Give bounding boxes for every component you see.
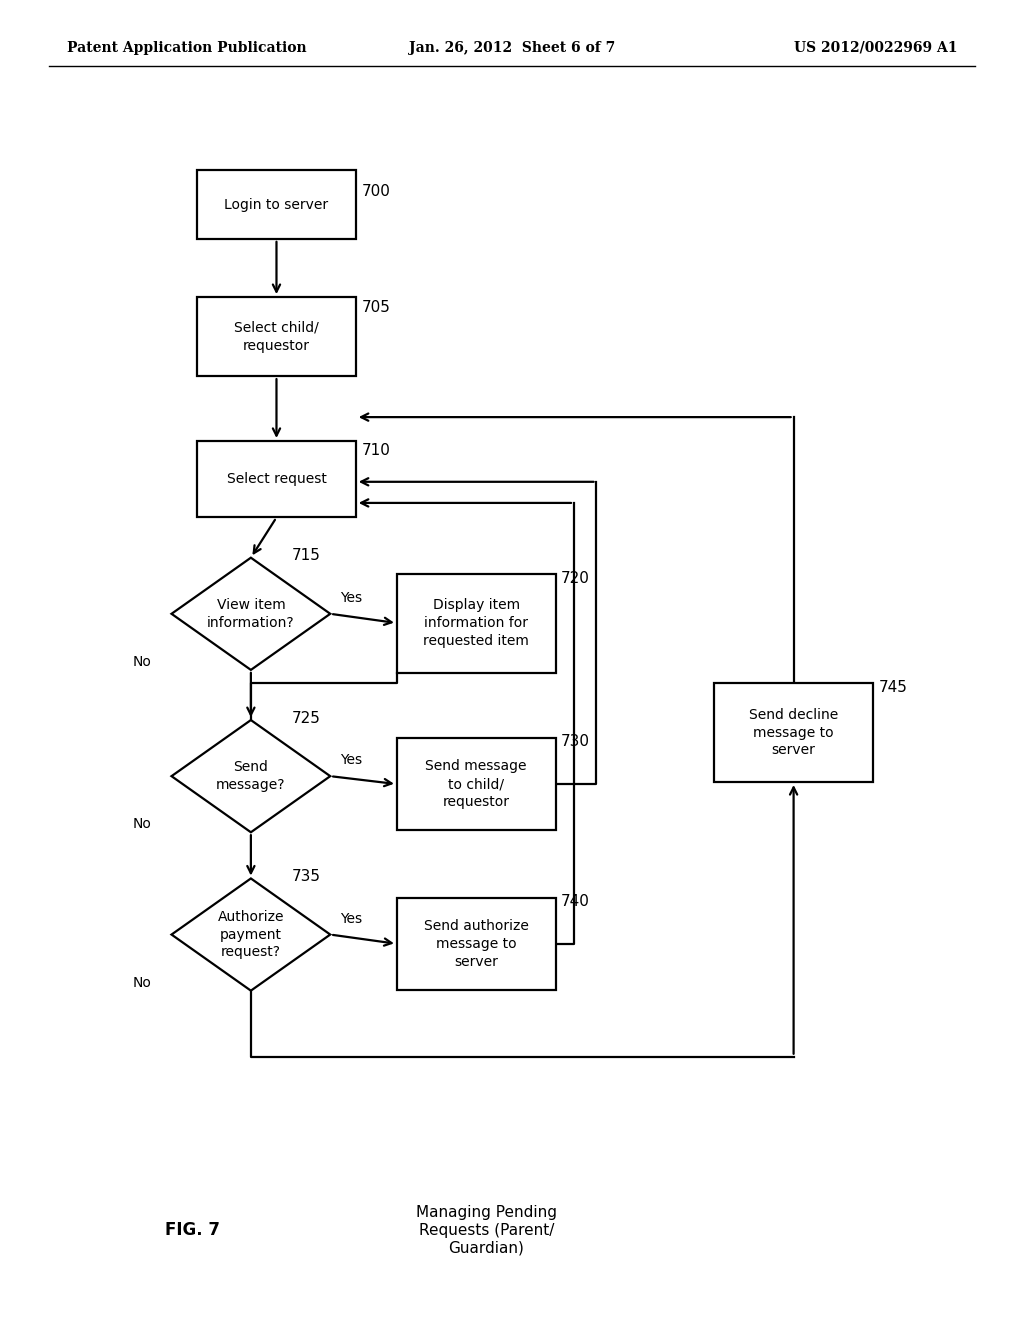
Text: 745: 745 (879, 680, 907, 696)
Polygon shape (171, 879, 330, 990)
Text: Send message
to child/
requestor: Send message to child/ requestor (425, 759, 527, 809)
Text: Display item
information for
requested item: Display item information for requested i… (423, 598, 529, 648)
Bar (397, 738, 555, 830)
Bar (715, 682, 872, 781)
Text: 705: 705 (361, 300, 390, 315)
Text: No: No (132, 655, 152, 669)
Polygon shape (171, 557, 330, 671)
Text: Yes: Yes (340, 591, 362, 605)
Text: No: No (132, 975, 152, 990)
Bar (197, 297, 356, 376)
Text: Managing Pending
Requests (Parent/
Guardian): Managing Pending Requests (Parent/ Guard… (416, 1205, 557, 1255)
Text: FIG. 7: FIG. 7 (165, 1221, 220, 1239)
Text: Jan. 26, 2012  Sheet 6 of 7: Jan. 26, 2012 Sheet 6 of 7 (409, 41, 615, 54)
Text: Send
message?: Send message? (216, 760, 286, 792)
Text: 730: 730 (561, 734, 590, 750)
Bar (197, 441, 356, 517)
Text: 720: 720 (561, 570, 590, 586)
Text: 715: 715 (292, 548, 321, 564)
Bar (397, 898, 555, 990)
Text: Login to server: Login to server (224, 198, 329, 211)
Text: Authorize
payment
request?: Authorize payment request? (218, 909, 284, 960)
Text: 740: 740 (561, 894, 590, 909)
Text: Patent Application Publication: Patent Application Publication (67, 41, 306, 54)
Bar (197, 170, 356, 239)
Text: Yes: Yes (340, 754, 362, 767)
Text: 710: 710 (361, 442, 390, 458)
Text: 735: 735 (292, 869, 321, 884)
Text: No: No (132, 817, 152, 832)
Text: Select request: Select request (226, 473, 327, 486)
Text: Send authorize
message to
server: Send authorize message to server (424, 919, 528, 969)
Text: US 2012/0022969 A1: US 2012/0022969 A1 (794, 41, 957, 54)
Text: View item
information?: View item information? (207, 598, 295, 630)
Text: Yes: Yes (340, 912, 362, 925)
Polygon shape (171, 721, 330, 833)
Text: 700: 700 (361, 183, 390, 199)
Text: 725: 725 (292, 710, 321, 726)
Text: Select child/
requestor: Select child/ requestor (234, 321, 318, 352)
Text: Send decline
message to
server: Send decline message to server (749, 708, 839, 758)
Bar (397, 573, 555, 672)
